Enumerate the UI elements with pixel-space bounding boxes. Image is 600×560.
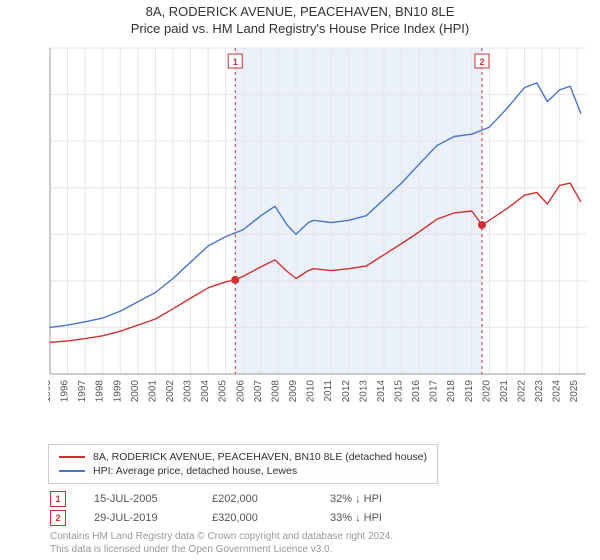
svg-text:2005: 2005 — [218, 380, 229, 403]
svg-text:2004: 2004 — [200, 380, 211, 403]
legend-label-property: 8A, RODERICK AVENUE, PEACEHAVEN, BN10 8L… — [93, 451, 427, 463]
svg-text:2008: 2008 — [270, 380, 281, 403]
svg-text:2021: 2021 — [499, 380, 510, 403]
footer-attribution: Contains HM Land Registry data © Crown c… — [50, 530, 393, 556]
svg-text:2007: 2007 — [253, 380, 264, 403]
svg-text:1995: 1995 — [48, 380, 53, 403]
svg-text:2011: 2011 — [323, 380, 334, 402]
svg-text:2022: 2022 — [516, 380, 527, 403]
svg-text:2017: 2017 — [429, 380, 440, 403]
svg-text:2014: 2014 — [376, 380, 387, 403]
svg-text:2002: 2002 — [165, 380, 176, 403]
legend-swatch-hpi — [59, 470, 85, 472]
legend-swatch-property — [59, 456, 85, 458]
svg-text:2023: 2023 — [534, 380, 545, 403]
sale-date-1: 15-JUL-2005 — [94, 493, 184, 505]
legend-box: 8A, RODERICK AVENUE, PEACEHAVEN, BN10 8L… — [48, 444, 438, 484]
sale-price-2: £320,000 — [212, 512, 302, 524]
chart-area: £0£100K£200K£300K£400K£500K£600K£700K199… — [48, 44, 588, 416]
svg-text:2009: 2009 — [288, 380, 299, 403]
sale-row-2: 2 29-JUL-2019 £320,000 33% ↓ HPI — [50, 510, 420, 526]
chart-title-subtitle: Price paid vs. HM Land Registry's House … — [0, 21, 600, 36]
svg-text:2001: 2001 — [147, 380, 158, 403]
sale-date-2: 29-JUL-2019 — [94, 512, 184, 524]
svg-text:2020: 2020 — [481, 380, 492, 403]
legend-row-hpi: HPI: Average price, detached house, Lewe… — [59, 465, 427, 477]
svg-text:2024: 2024 — [552, 380, 563, 403]
svg-text:2013: 2013 — [358, 380, 369, 403]
svg-text:1996: 1996 — [60, 380, 71, 403]
sale-marker-1-icon: 1 — [50, 491, 66, 507]
footer-line-2: This data is licensed under the Open Gov… — [50, 543, 393, 556]
svg-text:2019: 2019 — [464, 380, 475, 403]
svg-text:2025: 2025 — [569, 380, 580, 403]
svg-text:1: 1 — [233, 57, 238, 67]
line-chart: £0£100K£200K£300K£400K£500K£600K£700K199… — [48, 44, 588, 416]
sale-marker-2-icon: 2 — [50, 510, 66, 526]
svg-text:1997: 1997 — [77, 380, 88, 403]
svg-text:2000: 2000 — [130, 380, 141, 403]
svg-text:2018: 2018 — [446, 380, 457, 403]
svg-text:2010: 2010 — [306, 380, 317, 403]
svg-text:2006: 2006 — [235, 380, 246, 403]
legend-row-property: 8A, RODERICK AVENUE, PEACEHAVEN, BN10 8L… — [59, 451, 427, 463]
svg-text:1998: 1998 — [95, 380, 106, 403]
chart-title-address: 8A, RODERICK AVENUE, PEACEHAVEN, BN10 8L… — [0, 4, 600, 19]
svg-text:1999: 1999 — [112, 380, 123, 403]
sale-pct-2: 33% ↓ HPI — [330, 512, 420, 524]
svg-text:2012: 2012 — [341, 380, 352, 403]
svg-text:2003: 2003 — [183, 380, 194, 403]
svg-text:2016: 2016 — [411, 380, 422, 403]
sale-row-1: 1 15-JUL-2005 £202,000 32% ↓ HPI — [50, 491, 420, 507]
sale-pct-1: 32% ↓ HPI — [330, 493, 420, 505]
footer-line-1: Contains HM Land Registry data © Crown c… — [50, 530, 393, 543]
svg-text:2: 2 — [479, 57, 484, 67]
svg-text:2015: 2015 — [393, 380, 404, 403]
sale-price-1: £202,000 — [212, 493, 302, 505]
legend-label-hpi: HPI: Average price, detached house, Lewe… — [93, 465, 297, 477]
sale-marker-table: 1 15-JUL-2005 £202,000 32% ↓ HPI 2 29-JU… — [50, 488, 420, 529]
